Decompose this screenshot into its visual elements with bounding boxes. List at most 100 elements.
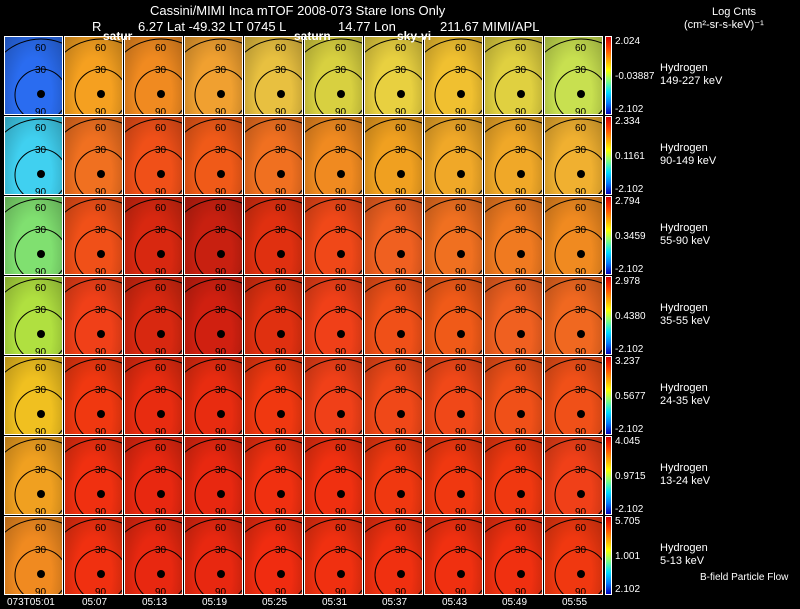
contour-label: 30 bbox=[515, 145, 527, 156]
image-panel: 60 30 90 bbox=[4, 276, 63, 355]
planet-marker-icon bbox=[457, 90, 465, 98]
colorbar-min-label: -2.102 bbox=[615, 184, 644, 195]
contour-label: 90 bbox=[95, 587, 107, 595]
contour-label: 60 bbox=[395, 363, 407, 374]
image-panel: 60 30 90 bbox=[484, 436, 543, 515]
contour-overlay: 60 30 90 bbox=[305, 518, 362, 594]
image-panel: 60 30 90 bbox=[64, 36, 123, 115]
image-panel: 60 30 90 bbox=[4, 196, 63, 275]
image-panel: 60 30 90 bbox=[484, 516, 543, 595]
inner-contour bbox=[194, 468, 242, 514]
contour-overlay: 60 30 90 bbox=[245, 438, 302, 514]
units-label: Log Cnts bbox=[712, 6, 757, 18]
time-label: 05:19 bbox=[202, 597, 228, 608]
contour-label: 60 bbox=[215, 283, 227, 294]
contour-label: 90 bbox=[455, 507, 467, 515]
planet-marker-icon bbox=[277, 170, 285, 178]
contour-label: 90 bbox=[155, 107, 167, 115]
contour-overlay: 60 30 90 bbox=[5, 438, 62, 514]
planet-marker-icon bbox=[337, 490, 345, 498]
contour-overlay: 60 30 90 bbox=[185, 518, 242, 594]
inner-contour bbox=[14, 148, 62, 194]
colorbar-mid-label: 0.1161 bbox=[615, 151, 645, 162]
outer-contour bbox=[5, 358, 62, 373]
contour-label: 30 bbox=[35, 145, 47, 156]
species-label: Hydrogen bbox=[660, 222, 708, 234]
contour-label: 90 bbox=[395, 107, 407, 115]
image-panel: 60 30 90 bbox=[364, 276, 423, 355]
contour-label: 90 bbox=[155, 267, 167, 275]
outer-contour bbox=[185, 438, 242, 453]
contour-label: 60 bbox=[95, 523, 107, 534]
contour-label: 90 bbox=[95, 347, 107, 355]
contour-overlay: 60 30 90 bbox=[185, 358, 242, 435]
contour-label: 30 bbox=[95, 305, 107, 316]
colorbar-max-label: 2.794 bbox=[615, 196, 641, 207]
planet-marker-icon bbox=[37, 90, 45, 98]
contour-label: 60 bbox=[575, 443, 587, 454]
planet-marker-icon bbox=[277, 330, 285, 338]
planet-marker-icon bbox=[577, 250, 585, 258]
contour-label: 90 bbox=[215, 107, 227, 115]
contour-label: 30 bbox=[395, 145, 407, 156]
contour-overlay: 60 30 90 bbox=[245, 358, 302, 434]
contour-label: 30 bbox=[335, 305, 347, 316]
contour-label: 60 bbox=[215, 443, 227, 454]
planet-marker-icon bbox=[517, 410, 525, 418]
contour-label: 30 bbox=[455, 145, 467, 156]
planet-marker-icon bbox=[37, 250, 45, 258]
outer-contour bbox=[245, 118, 302, 133]
contour-label: 90 bbox=[95, 507, 107, 515]
inner-contour bbox=[554, 388, 602, 434]
contour-label: 30 bbox=[515, 385, 527, 396]
outer-contour bbox=[485, 118, 542, 133]
contour-label: 90 bbox=[155, 347, 167, 355]
image-panel: 60 30 90 bbox=[364, 36, 423, 115]
planet-marker-icon bbox=[397, 570, 405, 578]
contour-label: 90 bbox=[395, 187, 407, 195]
contour-label: 60 bbox=[335, 363, 347, 374]
outer-contour bbox=[545, 278, 602, 293]
contour-label: 30 bbox=[215, 225, 227, 236]
contour-label: 30 bbox=[395, 65, 407, 76]
contour-label: 90 bbox=[575, 587, 587, 595]
inner-contour bbox=[314, 308, 362, 354]
contour-overlay: 60 30 90 bbox=[365, 518, 422, 594]
contour-label: 90 bbox=[395, 427, 407, 435]
contour-label: 90 bbox=[515, 587, 527, 595]
image-panel: 60 30 90 bbox=[304, 36, 363, 115]
row-label: Hydrogen 5-13 keV bbox=[660, 542, 708, 568]
contour-label: 30 bbox=[35, 545, 47, 556]
outer-contour bbox=[365, 38, 422, 53]
outer-contour bbox=[365, 518, 422, 533]
time-label: 05:13 bbox=[142, 597, 168, 608]
contour-label: 90 bbox=[95, 267, 107, 275]
image-panel: 60 30 90 bbox=[184, 356, 243, 435]
outer-contour bbox=[65, 278, 122, 293]
image-panel: 60 30 90 bbox=[124, 116, 183, 195]
species-label: Hydrogen bbox=[660, 382, 708, 394]
planet-marker-icon bbox=[97, 570, 105, 578]
contour-label: 90 bbox=[215, 427, 227, 435]
inner-contour bbox=[494, 308, 542, 354]
image-panel: 60 30 90 bbox=[124, 516, 183, 595]
contour-overlay: 60 30 90 bbox=[245, 278, 302, 354]
outer-contour bbox=[485, 438, 542, 453]
image-panel: 60 30 90 bbox=[124, 276, 183, 355]
contour-label: 30 bbox=[95, 545, 107, 556]
contour-label: 90 bbox=[455, 427, 467, 435]
outer-contour bbox=[125, 358, 182, 373]
contour-label: 90 bbox=[575, 507, 587, 515]
inner-contour bbox=[554, 548, 602, 594]
inner-contour bbox=[494, 548, 542, 594]
planet-marker-icon bbox=[157, 330, 165, 338]
contour-label: 60 bbox=[575, 283, 587, 294]
contour-label: 90 bbox=[215, 187, 227, 195]
colorbar bbox=[605, 276, 612, 355]
contour-label: 90 bbox=[395, 347, 407, 355]
planet-marker-icon bbox=[97, 250, 105, 258]
energy-range-label: 35-55 keV bbox=[660, 315, 711, 327]
image-panel: 60 30 90 bbox=[4, 36, 63, 115]
planet-marker-icon bbox=[157, 90, 165, 98]
contour-overlay: 60 30 90 bbox=[125, 518, 182, 594]
